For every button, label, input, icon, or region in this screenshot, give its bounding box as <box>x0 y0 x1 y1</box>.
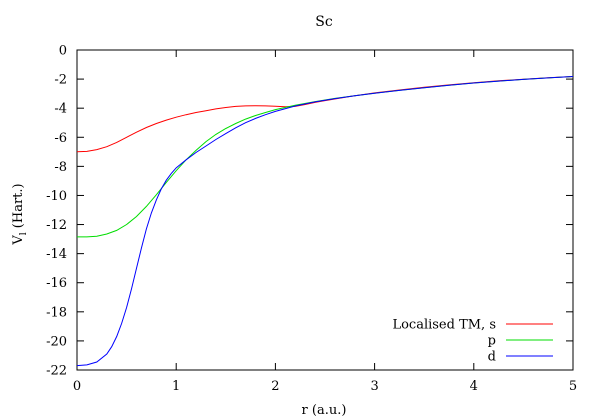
series-line-3 <box>76 76 574 367</box>
y-axis-label-subscript: l <box>19 232 29 235</box>
y-tick-label: -2 <box>54 73 67 88</box>
axis-ticks: 0 -2 -4 -6 -8 -10 -12 -14 -16 -18 -20 -22 0 1 2 3 4 5 <box>46 44 577 395</box>
y-tick-label: -12 <box>46 218 67 233</box>
series-lines <box>76 76 574 367</box>
y-tick-label: 0 <box>59 44 67 59</box>
y-tick-label: -8 <box>54 160 67 175</box>
y-tick-label: -20 <box>46 334 67 349</box>
x-tick-label: 5 <box>569 379 577 394</box>
series-line-1 <box>76 76 574 153</box>
legend: Localised TM, spd <box>392 318 553 365</box>
y-tick-label: -18 <box>46 305 67 320</box>
legend-label: p <box>488 334 496 349</box>
y-tick-label: -10 <box>46 189 67 204</box>
y-axis-label-symbol: V <box>11 235 26 246</box>
legend-label: Localised TM, s <box>392 318 496 333</box>
plot-frame <box>76 49 574 371</box>
x-axis-label: r (a.u.) <box>302 403 347 418</box>
chart-title: Sc <box>315 14 333 30</box>
legend-label: d <box>488 350 496 365</box>
y-tick-label: -14 <box>46 247 67 262</box>
x-tick-label: 0 <box>73 379 81 394</box>
x-tick-label: 4 <box>470 379 478 394</box>
y-axis-label: Vl (Hart.) <box>11 183 29 245</box>
x-tick-label: 2 <box>271 379 279 394</box>
y-axis-label-unit: (Hart.) <box>11 183 26 232</box>
x-tick-label: 1 <box>172 379 180 394</box>
x-tick-label: 3 <box>370 379 378 394</box>
y-tick-label: -6 <box>54 131 67 146</box>
y-tick-label: -16 <box>46 276 67 291</box>
y-tick-label: -22 <box>46 364 67 379</box>
y-tick-label: -4 <box>54 102 67 117</box>
